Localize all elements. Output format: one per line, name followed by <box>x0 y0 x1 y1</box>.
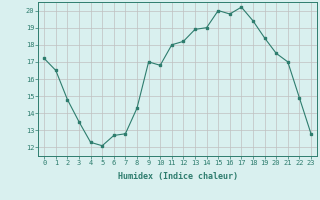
X-axis label: Humidex (Indice chaleur): Humidex (Indice chaleur) <box>118 172 238 181</box>
